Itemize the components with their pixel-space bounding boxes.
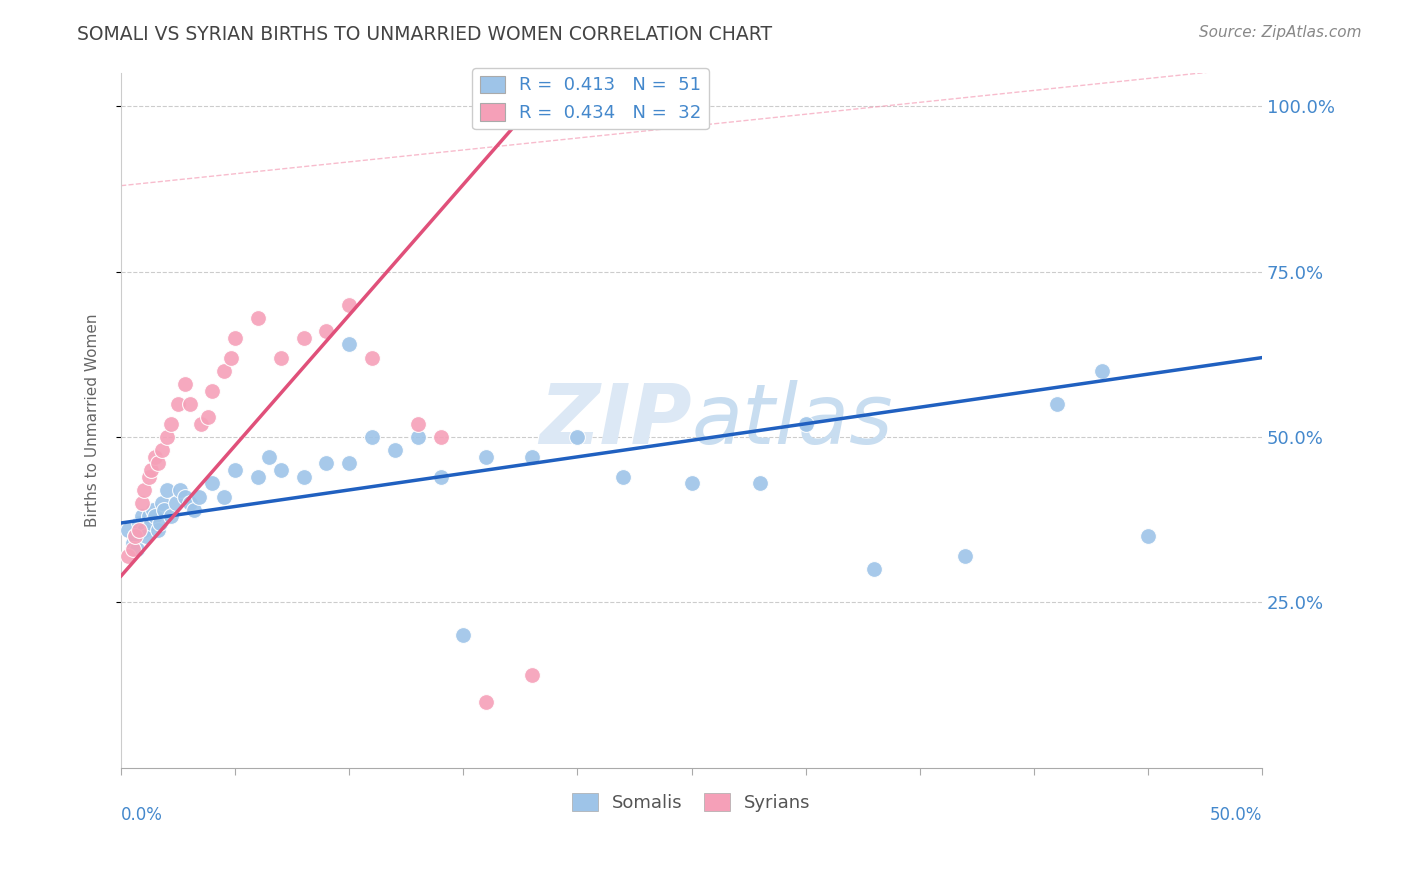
- Point: [1136, 529, 1159, 543]
- Point: [794, 417, 817, 431]
- Point: [143, 450, 166, 464]
- Point: [219, 351, 242, 365]
- Point: [179, 496, 201, 510]
- Point: [190, 417, 212, 431]
- Point: [453, 628, 475, 642]
- Point: [337, 298, 360, 312]
- Point: [131, 496, 153, 510]
- Point: [212, 490, 235, 504]
- Point: [121, 536, 143, 550]
- Text: Source: ZipAtlas.com: Source: ZipAtlas.com: [1198, 25, 1361, 40]
- Point: [361, 430, 384, 444]
- Point: [955, 549, 977, 563]
- Point: [160, 509, 183, 524]
- Point: [131, 509, 153, 524]
- Point: [292, 331, 315, 345]
- Point: [270, 351, 292, 365]
- Text: ZIP: ZIP: [538, 380, 692, 461]
- Point: [315, 324, 337, 338]
- Point: [132, 523, 155, 537]
- Text: SOMALI VS SYRIAN BIRTHS TO UNMARRIED WOMEN CORRELATION CHART: SOMALI VS SYRIAN BIRTHS TO UNMARRIED WOM…: [77, 25, 772, 44]
- Point: [132, 483, 155, 497]
- Point: [117, 523, 139, 537]
- Point: [429, 430, 451, 444]
- Point: [567, 430, 589, 444]
- Point: [337, 337, 360, 351]
- Point: [124, 529, 146, 543]
- Point: [174, 490, 197, 504]
- Point: [1091, 364, 1114, 378]
- Point: [143, 509, 166, 524]
- Point: [146, 523, 169, 537]
- Point: [117, 549, 139, 563]
- Point: [128, 523, 150, 537]
- Point: [475, 695, 498, 709]
- Point: [156, 430, 179, 444]
- Point: [138, 509, 160, 524]
- Point: [146, 457, 169, 471]
- Point: [749, 476, 772, 491]
- Point: [149, 516, 172, 530]
- Point: [128, 516, 150, 530]
- Point: [612, 469, 634, 483]
- Text: 0.0%: 0.0%: [121, 805, 163, 824]
- Point: [337, 457, 360, 471]
- Legend: R =  0.413   N =  51, R =  0.434   N =  32: R = 0.413 N = 51, R = 0.434 N = 32: [472, 69, 709, 129]
- Point: [124, 529, 146, 543]
- Point: [259, 450, 281, 464]
- Point: [183, 502, 205, 516]
- Point: [212, 364, 235, 378]
- Point: [139, 516, 162, 530]
- Point: [429, 469, 451, 483]
- Point: [150, 496, 173, 510]
- Point: [156, 483, 179, 497]
- Point: [247, 310, 270, 325]
- Point: [165, 496, 187, 510]
- Point: [197, 410, 219, 425]
- Point: [187, 490, 209, 504]
- Point: [361, 351, 384, 365]
- Point: [681, 476, 703, 491]
- Point: [224, 331, 246, 345]
- Point: [150, 443, 173, 458]
- Point: [384, 443, 406, 458]
- Point: [270, 463, 292, 477]
- Y-axis label: Births to Unmarried Women: Births to Unmarried Women: [86, 314, 100, 527]
- Point: [475, 450, 498, 464]
- Point: [520, 450, 543, 464]
- Point: [138, 469, 160, 483]
- Point: [201, 476, 224, 491]
- Point: [315, 457, 337, 471]
- Point: [121, 542, 143, 557]
- Point: [1045, 397, 1067, 411]
- Point: [224, 463, 246, 477]
- Point: [160, 417, 183, 431]
- Point: [174, 377, 197, 392]
- Point: [292, 469, 315, 483]
- Point: [520, 668, 543, 682]
- Point: [167, 397, 190, 411]
- Point: [139, 463, 162, 477]
- Point: [127, 542, 149, 557]
- Point: [142, 502, 165, 516]
- Point: [153, 502, 176, 516]
- Point: [406, 417, 429, 431]
- Text: atlas: atlas: [692, 380, 893, 461]
- Text: 50.0%: 50.0%: [1209, 805, 1263, 824]
- Point: [179, 397, 201, 411]
- Point: [169, 483, 191, 497]
- Point: [201, 384, 224, 398]
- Point: [863, 562, 886, 576]
- Point: [135, 529, 157, 543]
- Point: [406, 430, 429, 444]
- Point: [247, 469, 270, 483]
